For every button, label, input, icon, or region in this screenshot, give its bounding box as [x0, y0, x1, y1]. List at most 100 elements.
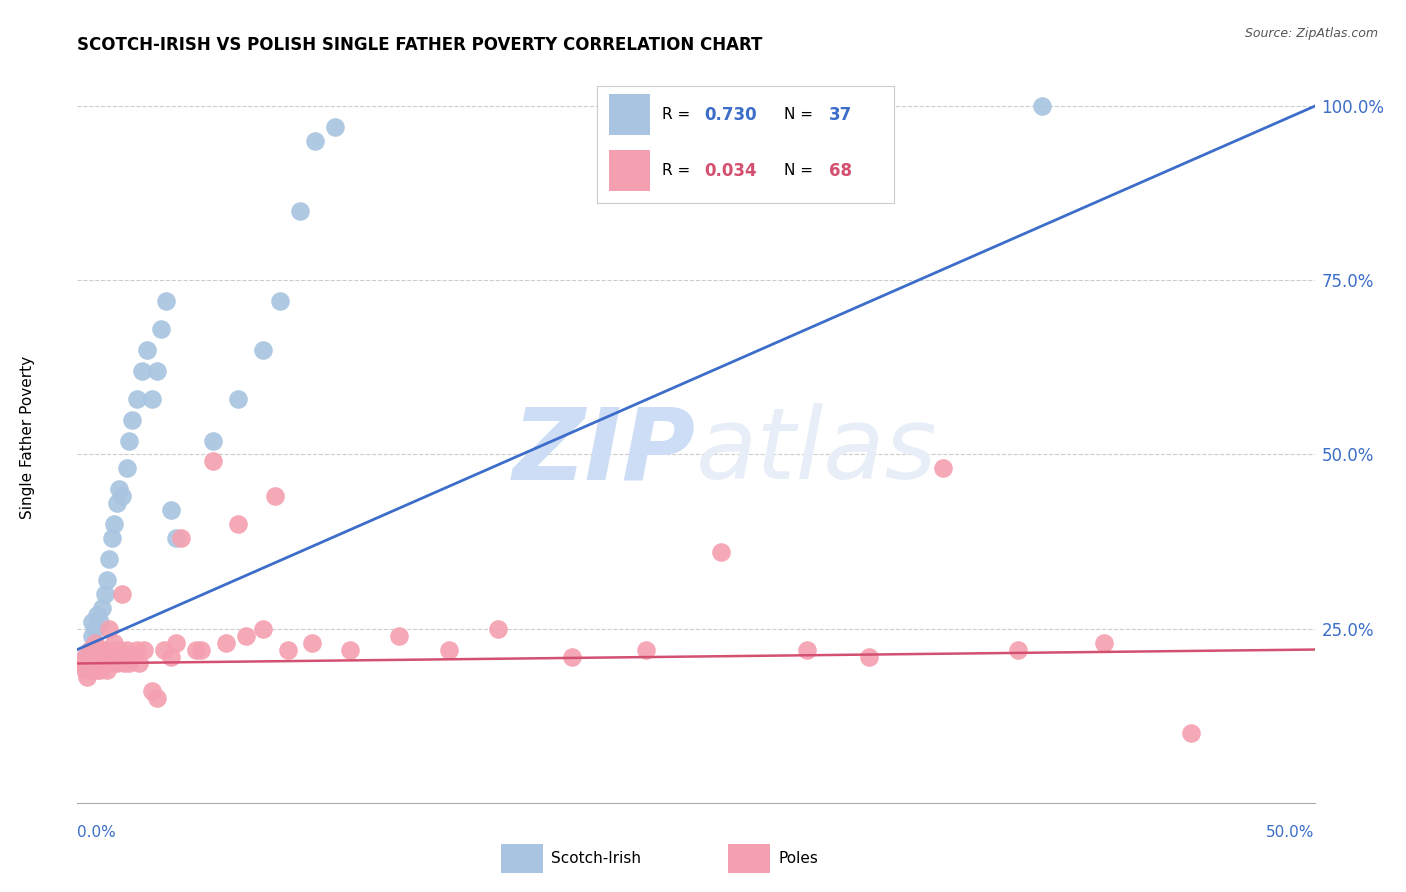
Point	[165, 635, 187, 649]
Text: 50.0%: 50.0%	[1267, 825, 1315, 840]
Point	[388, 629, 411, 643]
Point	[91, 600, 114, 615]
Point	[304, 134, 326, 148]
Point	[79, 664, 101, 678]
Bar	[609, 151, 651, 191]
Text: 0.730: 0.730	[704, 105, 756, 124]
Point	[160, 503, 183, 517]
Point	[202, 454, 225, 468]
Point	[226, 517, 249, 532]
Text: R =: R =	[662, 163, 696, 178]
Bar	[609, 95, 651, 136]
Point	[184, 642, 207, 657]
Bar	[728, 844, 770, 873]
Point	[101, 531, 124, 545]
Point	[86, 607, 108, 622]
Point	[160, 649, 183, 664]
Point	[98, 649, 121, 664]
Point	[96, 664, 118, 678]
Point	[215, 635, 238, 649]
Point	[121, 649, 143, 664]
Point	[486, 622, 509, 636]
Text: 0.0%: 0.0%	[77, 825, 117, 840]
Point	[145, 691, 167, 706]
Point	[103, 517, 125, 532]
Point	[145, 364, 167, 378]
Text: 37: 37	[828, 105, 852, 124]
Point	[796, 642, 818, 657]
Point	[264, 489, 287, 503]
Point	[86, 664, 108, 678]
Point	[858, 649, 880, 664]
Point	[103, 657, 125, 671]
Point	[118, 434, 141, 448]
Point	[1180, 726, 1202, 740]
Point	[82, 642, 104, 657]
Point	[76, 657, 98, 671]
Point	[86, 649, 108, 664]
Point	[1007, 642, 1029, 657]
Point	[73, 664, 96, 678]
Point	[73, 649, 96, 664]
Point	[118, 657, 141, 671]
Point	[79, 642, 101, 657]
Point	[105, 657, 128, 671]
Point	[96, 573, 118, 587]
Point	[96, 657, 118, 671]
Point	[202, 434, 225, 448]
Point	[339, 642, 361, 657]
Point	[301, 635, 323, 649]
Point	[93, 587, 115, 601]
Point	[155, 294, 177, 309]
Point	[170, 531, 193, 545]
Text: atlas: atlas	[696, 403, 938, 500]
Point	[134, 642, 156, 657]
Point	[112, 657, 135, 671]
Point	[190, 642, 212, 657]
Point	[82, 615, 104, 629]
Point	[83, 622, 105, 636]
Point	[710, 545, 733, 559]
Point	[561, 649, 583, 664]
Text: 68: 68	[828, 161, 852, 180]
Point	[125, 642, 148, 657]
Point	[76, 670, 98, 684]
Point	[72, 657, 94, 671]
Text: R =: R =	[662, 107, 696, 122]
Point	[83, 635, 105, 649]
Text: N =: N =	[785, 163, 818, 178]
Bar	[501, 844, 543, 873]
Text: Single Father Poverty: Single Father Poverty	[20, 356, 35, 518]
Point	[86, 657, 108, 671]
Text: 0.034: 0.034	[704, 161, 756, 180]
Point	[141, 684, 163, 698]
Text: Source: ZipAtlas.com: Source: ZipAtlas.com	[1244, 27, 1378, 40]
Point	[932, 461, 955, 475]
Point	[636, 642, 658, 657]
Point	[437, 642, 460, 657]
Point	[135, 343, 157, 357]
Point	[79, 642, 101, 657]
Point	[121, 412, 143, 426]
Point	[105, 496, 128, 510]
Point	[141, 392, 163, 406]
Point	[93, 642, 115, 657]
Point	[288, 203, 311, 218]
Point	[1092, 635, 1115, 649]
Point	[125, 392, 148, 406]
Point	[277, 642, 299, 657]
Text: Poles: Poles	[779, 851, 818, 866]
Point	[89, 642, 111, 657]
Point	[82, 664, 104, 678]
Point	[115, 642, 138, 657]
Point	[111, 489, 134, 503]
Text: N =: N =	[785, 107, 818, 122]
Point	[131, 364, 153, 378]
Point	[101, 642, 124, 657]
Point	[111, 587, 134, 601]
Point	[82, 657, 104, 671]
Point	[89, 615, 111, 629]
Point	[98, 622, 121, 636]
Point	[73, 649, 96, 664]
Point	[89, 664, 111, 678]
